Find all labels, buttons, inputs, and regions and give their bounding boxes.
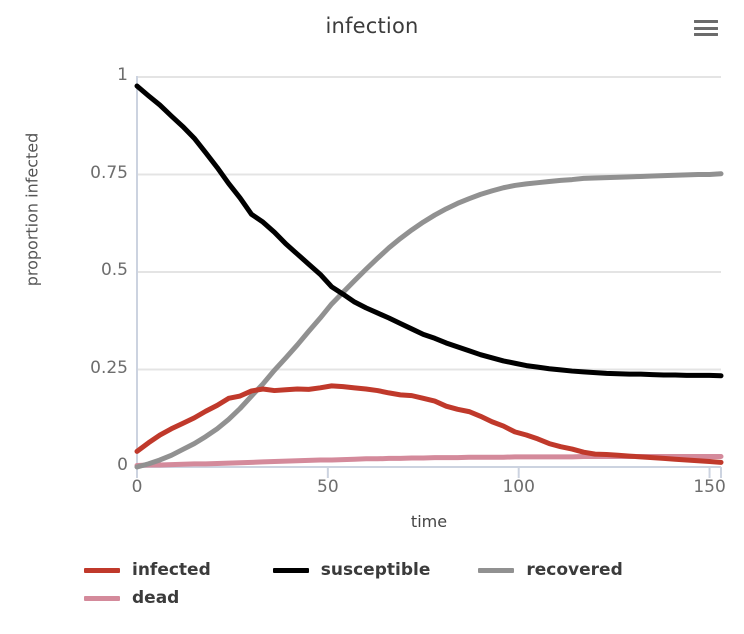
y-axis-ticks: 0 0.25 0.5 0.75 1 xyxy=(66,0,128,560)
y-tick-label: 1 xyxy=(117,65,128,85)
hamburger-line-3 xyxy=(694,33,718,36)
y-tick-label: 0 xyxy=(117,455,128,475)
y-axis-label: proportion infected xyxy=(22,132,42,287)
legend-row: dead xyxy=(84,584,704,612)
legend-swatch-dead xyxy=(84,595,120,601)
legend-label-susceptible: susceptible xyxy=(320,560,431,580)
x-axis-label: time xyxy=(410,512,448,531)
legend-swatch-recovered xyxy=(478,567,515,573)
x-tick-label: 150 xyxy=(693,477,726,497)
legend-item-susceptible[interactable]: susceptible xyxy=(272,556,431,584)
plot-area: proportion infected time 0 0.25 0.5 0.75 1 0… xyxy=(22,0,726,560)
series-line-susceptible xyxy=(134,83,724,379)
series-line-recovered xyxy=(134,171,724,470)
series-line-infected xyxy=(134,383,724,465)
hamburger-line-1 xyxy=(694,20,718,23)
chart-legend: infected susceptible recovered dead xyxy=(84,556,704,626)
legend-item-dead[interactable]: dead xyxy=(84,584,179,612)
hamburger-menu-icon[interactable] xyxy=(694,18,718,38)
legend-label-recovered: recovered xyxy=(526,560,623,580)
legend-swatch-susceptible xyxy=(272,567,309,573)
y-tick-label: 0.75 xyxy=(90,162,128,183)
hamburger-line-2 xyxy=(694,26,718,30)
x-tick-label: 0 xyxy=(131,477,143,497)
chart-svg xyxy=(134,76,724,478)
legend-item-recovered[interactable]: recovered xyxy=(478,556,623,584)
y-tick-label: 0.5 xyxy=(100,260,128,280)
legend-item-infected[interactable]: infected xyxy=(84,556,211,584)
x-tick-label: 50 xyxy=(317,477,339,497)
legend-label-infected: infected xyxy=(132,560,211,580)
legend-swatch-infected xyxy=(84,567,120,573)
legend-label-dead: dead xyxy=(132,588,180,608)
page-title: infection xyxy=(325,14,419,38)
x-tick-label: 100 xyxy=(502,477,535,497)
legend-row: infected susceptible recovered xyxy=(84,556,704,584)
y-tick-label: 0.25 xyxy=(90,357,128,378)
